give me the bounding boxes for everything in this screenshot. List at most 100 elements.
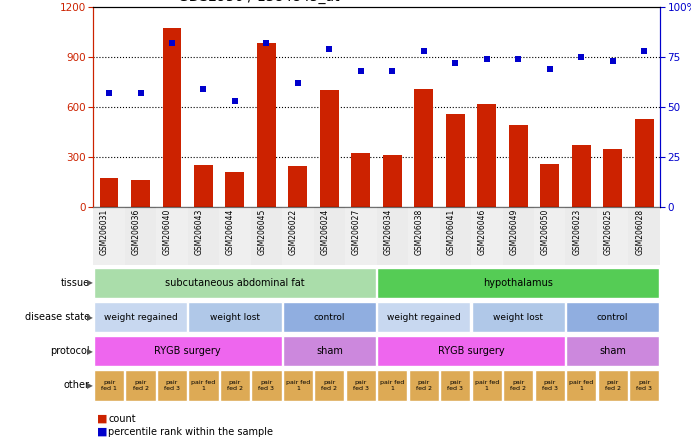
- Bar: [288, 166, 307, 207]
- Text: pair
fed 2: pair fed 2: [416, 380, 432, 391]
- Bar: [503, 370, 533, 400]
- Bar: [377, 370, 408, 400]
- Text: pair
fed 2: pair fed 2: [321, 380, 337, 391]
- Text: GSM206040: GSM206040: [163, 209, 172, 255]
- Bar: [415, 89, 433, 207]
- Point: [292, 79, 303, 87]
- Text: GSM206038: GSM206038: [415, 209, 424, 255]
- Text: pair
fed 3: pair fed 3: [353, 380, 369, 391]
- Text: RYGB surgery: RYGB surgery: [437, 346, 504, 356]
- Text: pair fed
1: pair fed 1: [380, 380, 404, 391]
- Point: [607, 57, 618, 64]
- Text: GSM206034: GSM206034: [384, 209, 392, 255]
- Text: control: control: [314, 313, 345, 321]
- Bar: [131, 180, 150, 207]
- Bar: [566, 302, 659, 332]
- Text: RYGB surgery: RYGB surgery: [154, 346, 221, 356]
- Text: GSM206043: GSM206043: [194, 209, 203, 255]
- Text: weight regained: weight regained: [387, 313, 461, 321]
- Bar: [225, 172, 245, 207]
- Point: [198, 85, 209, 92]
- Point: [324, 45, 335, 52]
- Bar: [472, 302, 565, 332]
- Point: [450, 59, 461, 67]
- Bar: [377, 207, 408, 265]
- Text: GSM206024: GSM206024: [321, 209, 330, 255]
- Bar: [283, 302, 376, 332]
- Bar: [446, 114, 465, 207]
- Bar: [162, 28, 182, 207]
- Text: GDS2956 / 1384845_at: GDS2956 / 1384845_at: [178, 0, 340, 4]
- Text: pair
fed 3: pair fed 3: [636, 380, 652, 391]
- Text: pair
fed 2: pair fed 2: [510, 380, 527, 391]
- Text: sham: sham: [316, 346, 343, 356]
- Bar: [282, 207, 314, 265]
- Bar: [440, 370, 471, 400]
- Text: pair fed
1: pair fed 1: [475, 380, 499, 391]
- Text: pair fed
1: pair fed 1: [569, 380, 594, 391]
- Bar: [471, 207, 502, 265]
- Bar: [194, 165, 213, 207]
- Bar: [629, 370, 659, 400]
- Bar: [408, 370, 439, 400]
- Bar: [540, 164, 559, 207]
- Bar: [220, 370, 250, 400]
- Bar: [189, 370, 218, 400]
- Text: pair fed
1: pair fed 1: [191, 380, 216, 391]
- Bar: [534, 207, 565, 265]
- Bar: [283, 370, 313, 400]
- Point: [418, 47, 429, 54]
- Text: pair fed
1: pair fed 1: [286, 380, 310, 391]
- Bar: [566, 336, 659, 366]
- Text: pair
fed 3: pair fed 3: [258, 380, 274, 391]
- Point: [229, 97, 240, 104]
- Bar: [251, 207, 282, 265]
- Text: GSM206036: GSM206036: [131, 209, 140, 255]
- Bar: [94, 302, 187, 332]
- Text: pair
fed 2: pair fed 2: [227, 380, 243, 391]
- Point: [576, 53, 587, 60]
- Bar: [502, 207, 534, 265]
- Text: pair
fed 1: pair fed 1: [101, 380, 117, 391]
- Bar: [93, 207, 125, 265]
- Text: hypothalamus: hypothalamus: [483, 278, 553, 288]
- Text: weight lost: weight lost: [210, 313, 260, 321]
- Bar: [477, 103, 496, 207]
- Bar: [377, 336, 565, 366]
- Bar: [597, 207, 628, 265]
- Text: tissue: tissue: [61, 278, 90, 288]
- Bar: [535, 370, 565, 400]
- Bar: [219, 207, 251, 265]
- Text: protocol: protocol: [50, 346, 90, 356]
- Bar: [314, 207, 345, 265]
- Text: GSM206025: GSM206025: [604, 209, 613, 255]
- Bar: [439, 207, 471, 265]
- Bar: [472, 370, 502, 400]
- Text: disease state: disease state: [25, 312, 90, 322]
- Point: [261, 39, 272, 46]
- Bar: [94, 268, 376, 298]
- Text: ▶: ▶: [86, 381, 93, 390]
- Point: [481, 56, 492, 63]
- Text: weight lost: weight lost: [493, 313, 543, 321]
- Text: GSM206023: GSM206023: [572, 209, 581, 255]
- Point: [638, 47, 650, 54]
- Bar: [189, 302, 281, 332]
- Bar: [157, 370, 187, 400]
- Point: [513, 56, 524, 63]
- Bar: [346, 370, 376, 400]
- Point: [545, 65, 556, 72]
- Text: GSM206028: GSM206028: [635, 209, 644, 255]
- Bar: [257, 44, 276, 207]
- Bar: [377, 268, 659, 298]
- Text: weight regained: weight regained: [104, 313, 178, 321]
- Point: [355, 67, 366, 75]
- Text: GSM206027: GSM206027: [352, 209, 361, 255]
- Point: [135, 89, 146, 96]
- Text: control: control: [597, 313, 628, 321]
- Text: pair
fed 3: pair fed 3: [542, 380, 558, 391]
- Text: GSM206045: GSM206045: [258, 209, 267, 255]
- Text: ▶: ▶: [86, 313, 93, 321]
- Bar: [566, 370, 596, 400]
- Bar: [603, 149, 622, 207]
